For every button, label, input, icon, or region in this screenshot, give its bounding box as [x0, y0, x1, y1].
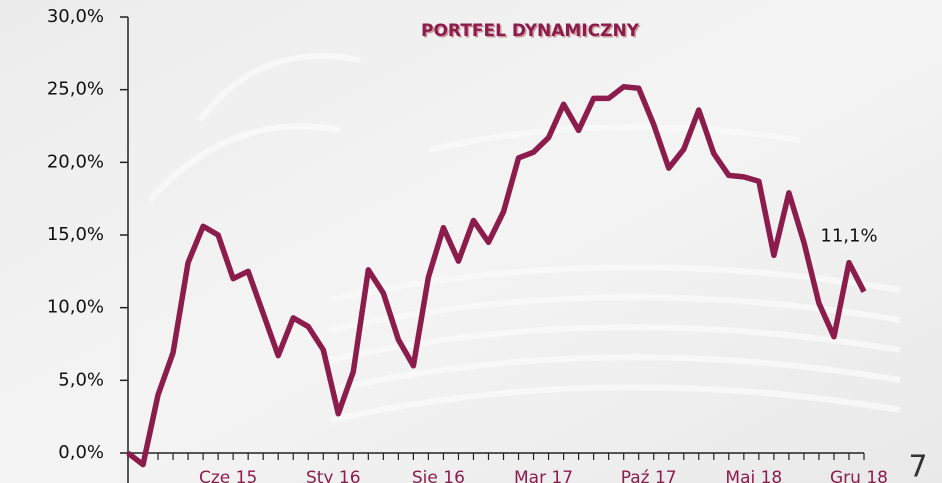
y-tick-label: 5,0%: [58, 369, 104, 390]
x-tick-label: Sty 16: [306, 468, 361, 483]
x-tick-label: Cze 15: [199, 468, 257, 483]
page: {"chart_data": {"type": "line", "title":…: [0, 0, 942, 483]
y-tick-label: 30,0%: [47, 6, 104, 27]
y-tick-label: 15,0%: [47, 224, 104, 245]
y-tick-label: 20,0%: [47, 151, 104, 172]
value-label: 11,1%: [820, 226, 877, 247]
x-tick-label: Paź 17: [621, 468, 677, 483]
x-tick-label: Mar 17: [514, 468, 573, 483]
x-tick-label: Sie 16: [412, 468, 465, 483]
chart-title: PORTFEL DYNAMICZNY: [421, 21, 640, 41]
background: [0, 0, 942, 483]
y-tick-label: 25,0%: [47, 79, 104, 100]
slide-number: 7: [908, 450, 927, 483]
chart: PORTFEL DYNAMICZNY PORTFEL DYNAMICZNY 7 …: [0, 0, 942, 483]
x-tick-label: Gru 18: [830, 468, 888, 483]
y-tick-label: 0,0%: [58, 442, 104, 463]
x-tick-label: Maj 18: [725, 468, 782, 483]
y-tick-label: 10,0%: [47, 297, 104, 318]
